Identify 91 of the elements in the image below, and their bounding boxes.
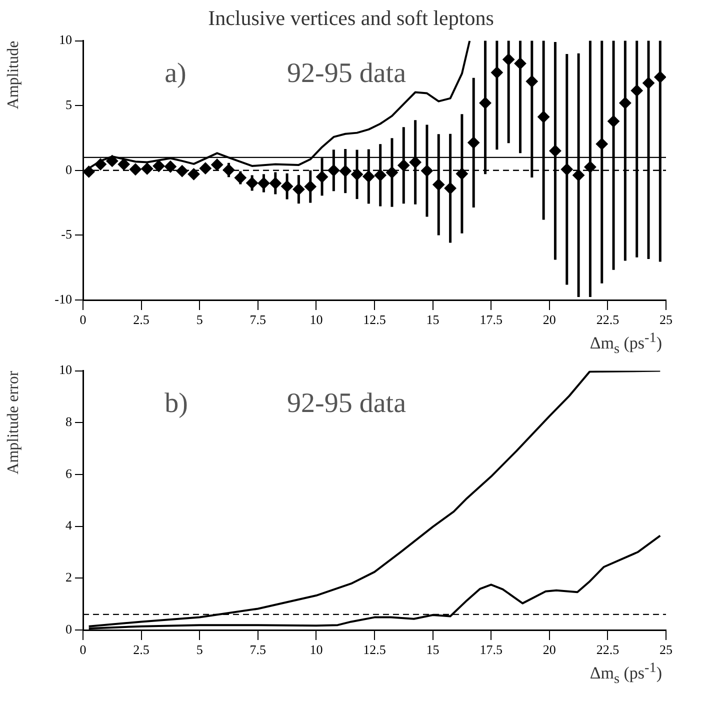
x-tick-label: 12.5: [363, 642, 386, 658]
point: [538, 110, 550, 123]
point: [526, 75, 538, 88]
x-tick-label: 10: [310, 642, 323, 658]
y-tick-label: -10: [54, 291, 72, 306]
chart-title: Inclusive vertices and soft leptons: [207, 6, 495, 31]
point: [141, 162, 154, 175]
point: [188, 168, 200, 180]
point: [514, 57, 526, 70]
point: [502, 53, 515, 66]
y-axis-title: Amplitude: [4, 40, 22, 110]
x-tick-label: 20: [542, 312, 556, 328]
x-axis-title: Δm$_{s}$ (ps$^{-1}$): [590, 660, 662, 688]
point: [106, 154, 118, 167]
point: [608, 115, 620, 128]
point: [316, 170, 328, 183]
x-tick-label: 17.5: [480, 312, 502, 328]
point: [83, 166, 95, 178]
point: [479, 97, 492, 110]
x-tick-label: 15: [426, 642, 440, 658]
point: [328, 164, 340, 176]
x-tick-label: 25: [660, 312, 672, 328]
point: [269, 177, 282, 190]
x-tick-label: 0: [80, 642, 86, 658]
point: [246, 176, 258, 189]
y-tick-label: 0: [66, 621, 72, 636]
point: [199, 162, 212, 174]
point: [642, 77, 655, 90]
x-tick-label: 17.5: [480, 642, 502, 658]
point: [129, 163, 142, 176]
x-tick-label: 0: [80, 312, 86, 328]
point: [654, 71, 666, 84]
point: [619, 97, 632, 110]
y-tick-label: 6: [66, 466, 72, 481]
point: [164, 160, 176, 173]
y-tick-label: 4: [66, 518, 72, 533]
point: [432, 178, 445, 191]
x-tick-label: 22.5: [596, 312, 620, 328]
point: [281, 180, 294, 192]
x-tick-label: 2.5: [133, 312, 150, 328]
point: [222, 164, 235, 176]
x-tick-label: 7.5: [250, 312, 266, 328]
x-tick-label: 22.5: [596, 642, 620, 658]
point: [258, 177, 270, 190]
point: [374, 169, 386, 182]
point: [549, 144, 562, 157]
y-tick-label: 2: [66, 570, 72, 585]
point: [152, 160, 165, 172]
point: [468, 136, 480, 149]
point: [339, 165, 352, 178]
point: [234, 172, 246, 184]
y-tick-label: 5: [66, 97, 72, 112]
y-tick-label: 8: [66, 414, 72, 430]
annotation: 92-95 data: [287, 388, 407, 420]
point: [420, 164, 433, 177]
annotation: a): [164, 58, 186, 90]
point: [362, 170, 375, 182]
y-tick-label: -5: [61, 226, 72, 242]
point: [630, 84, 643, 97]
annotation: b): [164, 388, 188, 420]
point: [211, 158, 224, 171]
x-tick-label: 5: [196, 312, 203, 328]
point: [398, 159, 410, 172]
point: [560, 163, 573, 176]
y-tick-label: 10: [59, 362, 72, 378]
x-tick-label: 25: [660, 642, 672, 658]
point: [292, 183, 305, 196]
point: [94, 158, 106, 170]
x-tick-label: 15: [426, 312, 440, 328]
x-tick-label: 20: [542, 642, 556, 658]
y-tick-label: 10: [59, 32, 72, 48]
point: [444, 182, 456, 194]
point: [572, 169, 585, 182]
point: [490, 66, 503, 79]
y-axis-title: Amplitude error: [4, 370, 22, 474]
point: [584, 161, 596, 174]
x-tick-label: 10: [310, 312, 323, 328]
point: [118, 158, 130, 170]
point: [176, 165, 188, 178]
annotation: 92-95 data: [287, 58, 407, 90]
x-tick-label: 12.5: [363, 312, 386, 328]
point: [386, 166, 398, 178]
point: [351, 168, 364, 180]
x-axis-title: Δm$_{s}$ (ps$^{-1}$): [590, 330, 662, 358]
point: [304, 180, 316, 193]
point: [456, 168, 468, 180]
y-tick-label: 0: [66, 162, 72, 177]
x-tick-label: 5: [196, 642, 203, 658]
point: [596, 138, 608, 150]
x-tick-label: 2.5: [133, 642, 150, 658]
x-tick-label: 7.5: [250, 642, 266, 658]
